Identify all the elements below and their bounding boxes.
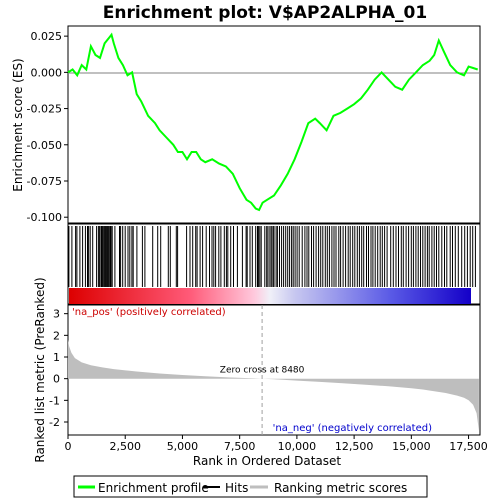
rank-panel-frame (67, 304, 481, 436)
ranking-color-bar (69, 288, 471, 304)
es-y-tick-label: 0.025 (31, 30, 63, 43)
rank-y-tick-label: -1 (49, 394, 60, 407)
rank-x-tick-label: 15,000 (392, 440, 431, 453)
enrichment-profile-line (67, 32, 479, 212)
rank-y-tick-label: 2 (53, 329, 60, 342)
rank-y-axis-label: Ranked list metric (PreRanked) (33, 277, 47, 462)
rank-x-tick-label: 12,500 (335, 440, 374, 453)
hits-panel (67, 223, 481, 305)
rank-y-tick-label: 1 (53, 351, 60, 364)
legend: Enrichment profile Hits Ranking metric s… (73, 475, 428, 498)
ranking-metric-area (68, 339, 479, 431)
rank-x-tick-label: 7,500 (224, 440, 256, 453)
es-y-tick-label: -0.025 (27, 103, 62, 116)
enrichment-score-panel: 0.025 0.000 -0.025 -0.050 -0.075 -0.100 Enric… (11, 25, 481, 224)
es-y-axis-label: Enrichment score (ES) (11, 58, 25, 191)
rank-x-tick-label: 2,500 (109, 440, 141, 453)
zero-cross-label: Zero cross at 8480 (220, 366, 305, 376)
ranked-list-metric-panel: 3 2 1 0 -1 -2 0 2,500 5,000 7,500 10,000 12,500 15,… (33, 277, 488, 468)
es-y-tick-label: -0.050 (27, 139, 62, 152)
legend-label-ranking-metric: Ranking metric scores (274, 481, 407, 495)
legend-label-enrichment-profile: Enrichment profile (98, 481, 209, 495)
legend-label-hits: Hits (225, 481, 248, 495)
es-y-tick-label: -0.100 (27, 211, 62, 224)
es-y-tick-label: -0.075 (27, 175, 62, 188)
rank-x-tick-label: 5,000 (167, 440, 199, 453)
rank-x-tick-label: 0 (65, 440, 72, 453)
es-panel-frame (67, 25, 481, 224)
chart-title: Enrichment plot: V$AP2ALPHA_01 (103, 3, 427, 23)
rank-y-tick-label: -2 (49, 416, 60, 429)
rank-x-axis-label: Rank in Ordered Dataset (193, 454, 341, 468)
rank-x-tick-label: 10,000 (278, 440, 317, 453)
rank-y-tick-label: 3 (53, 308, 60, 321)
es-y-tick-label: 0.000 (31, 66, 63, 79)
rank-y-tick-label: 0 (53, 373, 60, 386)
positive-correlation-label: 'na_pos' (positively correlated) (72, 307, 226, 318)
rank-x-tick-label: 17,500 (449, 440, 488, 453)
negative-correlation-label: 'na_neg' (negatively correlated) (273, 423, 432, 434)
